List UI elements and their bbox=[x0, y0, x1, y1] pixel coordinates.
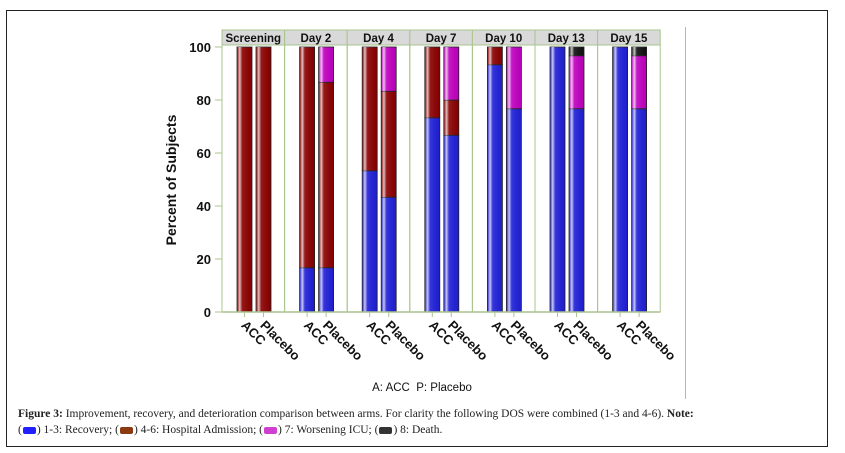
legend-swatch bbox=[379, 426, 393, 434]
bar-sheen bbox=[381, 91, 397, 198]
panel-header-label: Day 7 bbox=[426, 33, 457, 45]
panel-header-label: Day 13 bbox=[548, 33, 585, 45]
panel-frame bbox=[534, 44, 599, 313]
panel-frame bbox=[597, 44, 661, 313]
legend: () 1-3: Recovery; () 4-6: Hospital Admis… bbox=[18, 424, 442, 436]
bar-sheen bbox=[237, 47, 252, 312]
bar-sheen bbox=[443, 47, 459, 100]
caption-text: Improvement, recovery, and deterioration… bbox=[62, 408, 667, 420]
figure-frame bbox=[6, 10, 828, 447]
bar-sheen bbox=[506, 108, 522, 313]
bar-sheen bbox=[550, 47, 565, 312]
bar-sheen bbox=[569, 47, 584, 56]
legend-swatch bbox=[264, 426, 278, 434]
bar-sheen bbox=[487, 47, 503, 65]
panel-header-label: Day 2 bbox=[301, 33, 332, 45]
legend-swatch bbox=[119, 426, 133, 434]
bar-sheen bbox=[631, 108, 647, 313]
caption-label: Figure 3: bbox=[18, 408, 63, 420]
y-tick-label: 40 bbox=[197, 199, 211, 214]
bar-sheen bbox=[506, 47, 522, 109]
panel-header-label: Day 10 bbox=[485, 33, 522, 45]
x-axis-label: A: ACC P: Placebo bbox=[372, 382, 472, 394]
y-tick-label: 0 bbox=[204, 305, 211, 320]
bar-sheen bbox=[256, 47, 271, 312]
bar-sheen bbox=[443, 135, 459, 312]
panel-frame bbox=[346, 44, 411, 313]
y-tick-label: 60 bbox=[197, 146, 211, 161]
y-axis-label: Percent of Subjects bbox=[163, 114, 179, 245]
panel-frame bbox=[284, 44, 348, 313]
legend-item: () 4-6: Hospital Admission; bbox=[115, 424, 260, 436]
bar-sheen bbox=[318, 267, 334, 312]
bar-sheen bbox=[362, 170, 378, 312]
panel-header-label: Day 15 bbox=[610, 33, 648, 45]
panel-frame bbox=[221, 44, 286, 313]
panel-frame bbox=[409, 44, 473, 313]
bar-sheen bbox=[318, 82, 334, 268]
y-tick-label: 20 bbox=[197, 252, 211, 267]
figure-caption: Figure 3: Improvement, recovery, and det… bbox=[18, 406, 828, 438]
bar-sheen bbox=[631, 55, 647, 109]
legend-item: () 8: Death. bbox=[374, 424, 443, 436]
legend-item: () 1-3: Recovery; bbox=[18, 424, 116, 436]
stacked-bar-chart: Percent of Subjects 0 20 40 60 80 100 Screeni… bbox=[163, 29, 679, 394]
bar-sheen bbox=[569, 108, 584, 313]
caption-note-label: Note: bbox=[666, 408, 694, 420]
bar-sheen bbox=[424, 47, 440, 118]
divider-line bbox=[685, 27, 686, 399]
bar-sheen bbox=[299, 47, 315, 268]
panel-header-label: Screening bbox=[225, 33, 281, 45]
bar-sheen bbox=[362, 47, 378, 171]
legend-item: () 7: Worsening ICU; bbox=[259, 424, 375, 436]
panel-header-label: Day 4 bbox=[363, 33, 394, 45]
panel-frame bbox=[471, 44, 536, 313]
bar-sheen bbox=[381, 47, 397, 92]
bar-sheen bbox=[612, 47, 628, 312]
bar-sheen bbox=[381, 197, 397, 312]
y-tick-label: 100 bbox=[189, 40, 211, 55]
bar-sheen bbox=[299, 267, 315, 312]
bar-sheen bbox=[487, 64, 503, 312]
bar-sheen bbox=[424, 117, 440, 312]
bar-sheen bbox=[631, 47, 647, 56]
bar-sheen bbox=[443, 100, 459, 136]
legend-swatch bbox=[22, 426, 36, 434]
bar-sheen bbox=[318, 47, 334, 83]
y-tick-label: 80 bbox=[197, 93, 211, 108]
bar-sheen bbox=[569, 55, 584, 109]
